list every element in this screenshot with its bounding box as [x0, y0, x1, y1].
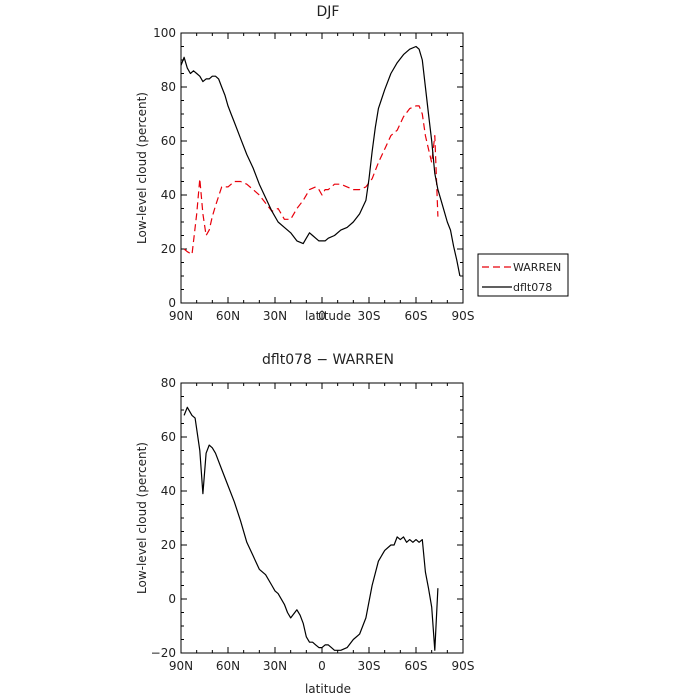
plot-area-top [180, 32, 464, 304]
x-axis-top: 90N 60N 30N 0 30S 60S 90S [169, 33, 475, 323]
y-tick-label: 80 [161, 376, 176, 390]
x-tick-label: 90S [452, 659, 475, 673]
y-tick-label: −20 [151, 646, 176, 660]
x-tick-label: 90N [169, 309, 193, 323]
x-tick-label: 30S [358, 309, 381, 323]
legend-label-dflt078: dflt078 [513, 281, 552, 294]
series-group-top [180, 45, 461, 277]
series-line-dflt078 [180, 45, 461, 277]
chart-title-bottom: dflt078 − WARREN [262, 352, 394, 368]
plot-area-bottom [180, 382, 464, 654]
y-tick-label: 100 [153, 26, 176, 40]
x-tick-label: 60N [216, 659, 240, 673]
y-axis-label-top: Low-level cloud (percent) [135, 92, 149, 244]
y-tick-label: 40 [161, 188, 176, 202]
x-tick-label: 0 [318, 309, 326, 323]
x-axis-bottom: 90N 60N 30N 0 30S 60S 90S [169, 383, 475, 673]
x-tick-label: 0 [318, 659, 326, 673]
y-axis-bottom: −20 0 20 40 60 80 [151, 376, 463, 660]
y-axis-top: 0 20 40 60 80 100 [153, 26, 463, 310]
series-line-warren [183, 105, 439, 255]
x-tick-label: 90S [452, 309, 475, 323]
x-axis-label-bottom: latitude [305, 682, 351, 696]
y-axis-label-bottom: Low-level cloud (percent) [135, 442, 149, 594]
series-line-dflt078-warren [183, 406, 439, 651]
x-tick-label: 60S [405, 659, 428, 673]
chart-bottom: dflt078 − WARREN 90N 60N 30N 0 30S 60S 90S −20… [135, 352, 474, 696]
chart-title-top: DJF [317, 4, 340, 20]
plot-frame-top [180, 32, 464, 304]
y-tick-label: 60 [161, 430, 176, 444]
y-tick-label: 40 [161, 484, 176, 498]
y-tick-label: 0 [168, 296, 176, 310]
legend-box [477, 253, 569, 297]
y-tick-label: 20 [161, 538, 176, 552]
plot-frame-bottom [180, 382, 464, 654]
x-tick-label: 90N [169, 659, 193, 673]
legend-label-warren: WARREN [513, 261, 561, 274]
chart-top: DJF 90N 60N 30N 0 30S 60S 90S 0 20 40 60 80 100 lat… [135, 4, 569, 323]
x-tick-label: 30S [358, 659, 381, 673]
x-tick-label: 60N [216, 309, 240, 323]
y-tick-label: 60 [161, 134, 176, 148]
y-tick-label: 20 [161, 242, 176, 256]
x-tick-label: 30N [263, 659, 287, 673]
y-tick-label: 0 [168, 592, 176, 606]
legend: WARREN dflt078 [477, 253, 569, 297]
series-group-bottom [183, 406, 439, 651]
y-tick-label: 80 [161, 80, 176, 94]
x-axis-label-top: latitude [305, 309, 351, 323]
x-tick-label: 30N [263, 309, 287, 323]
x-tick-label: 60S [405, 309, 428, 323]
